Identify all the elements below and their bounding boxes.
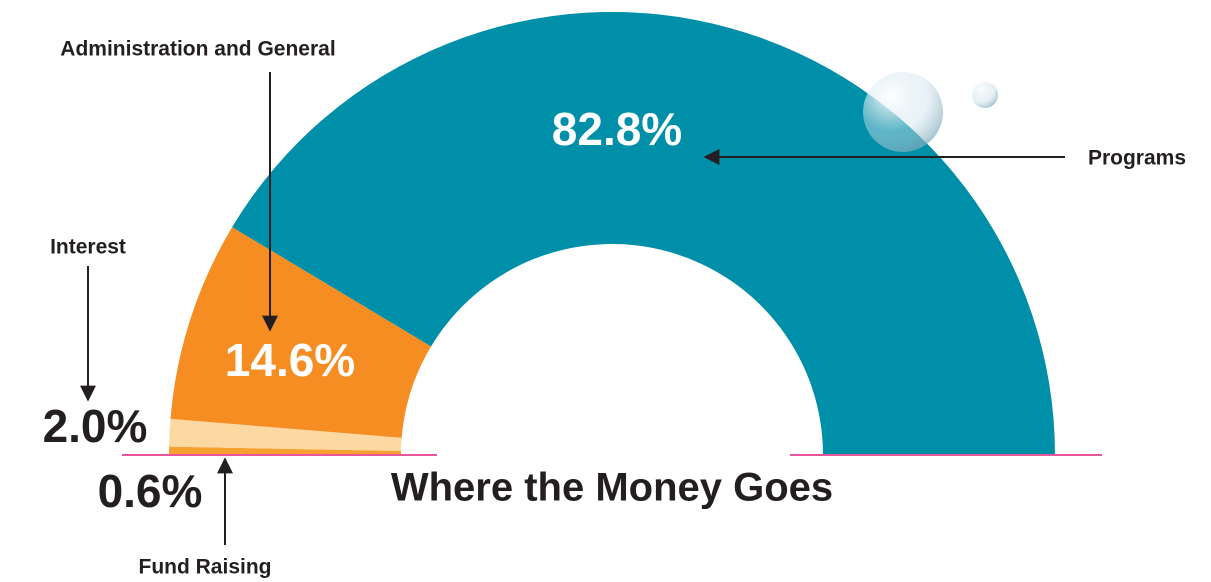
- slice: [170, 227, 432, 438]
- category-label: Programs: [1088, 147, 1186, 170]
- category-label: Interest: [50, 236, 126, 259]
- slice: [169, 446, 402, 455]
- slice: [169, 418, 402, 452]
- category-label: Fund Raising: [139, 556, 272, 579]
- category-label: Administration and General: [60, 38, 335, 61]
- arcs: [169, 11, 1055, 456]
- value-label: 14.6%: [225, 334, 355, 386]
- bubble: [863, 72, 943, 152]
- value-label: 82.8%: [552, 103, 682, 155]
- slice: [232, 11, 1055, 456]
- value-label: 2.0%: [43, 400, 148, 452]
- bubble: [972, 82, 998, 108]
- value-label: 0.6%: [98, 465, 203, 517]
- chart-title: Where the Money Goes: [391, 466, 833, 510]
